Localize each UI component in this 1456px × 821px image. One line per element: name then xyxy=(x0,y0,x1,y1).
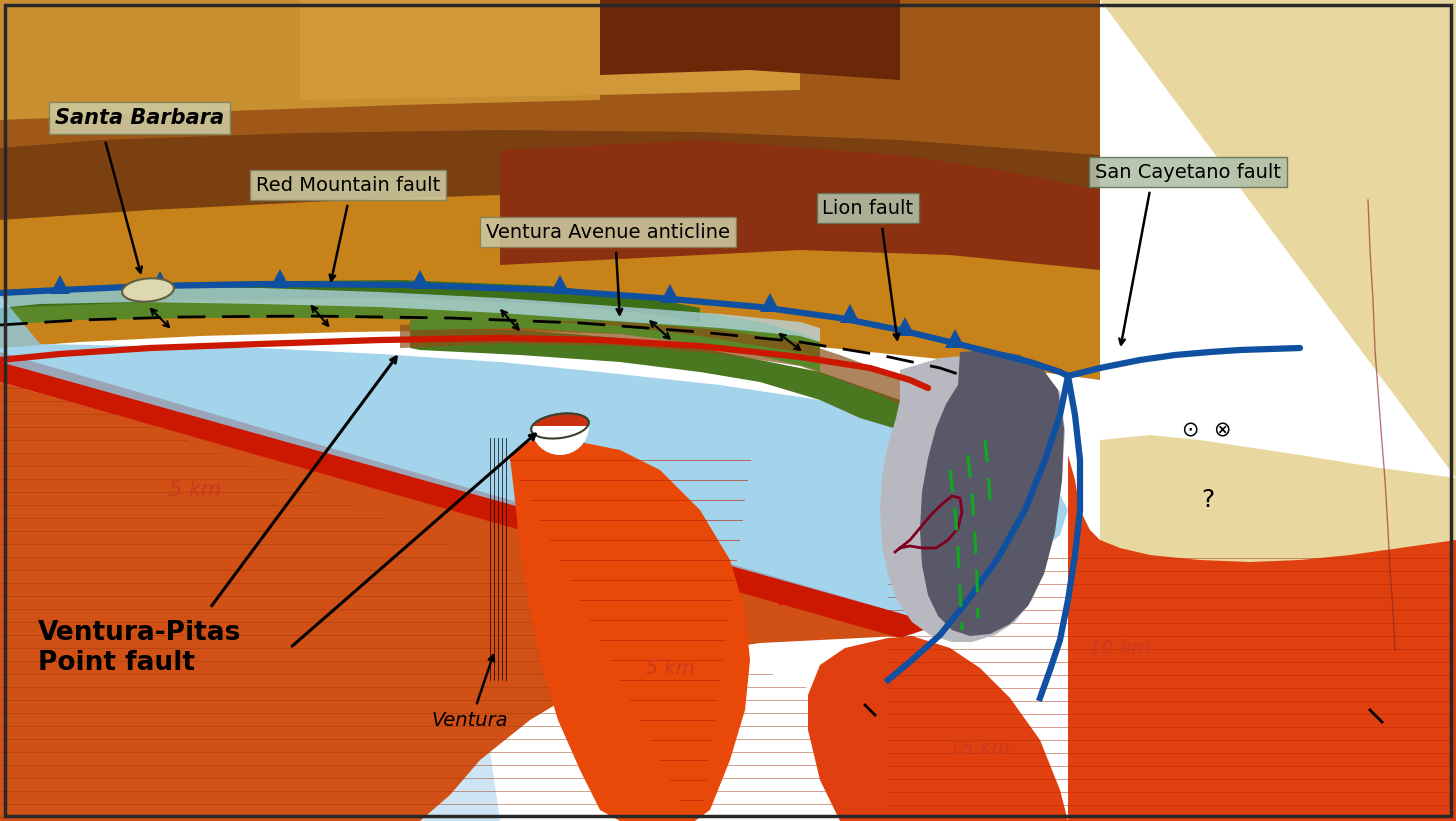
Polygon shape xyxy=(895,317,914,336)
Polygon shape xyxy=(0,295,1069,616)
Polygon shape xyxy=(920,350,1064,636)
Polygon shape xyxy=(840,304,860,323)
Polygon shape xyxy=(600,0,900,80)
Polygon shape xyxy=(0,0,1099,380)
Polygon shape xyxy=(411,270,430,289)
Polygon shape xyxy=(0,365,900,821)
Polygon shape xyxy=(189,417,210,435)
Polygon shape xyxy=(660,556,680,574)
Text: San Cayetano fault: San Cayetano fault xyxy=(1095,163,1281,181)
Polygon shape xyxy=(760,293,780,312)
Polygon shape xyxy=(400,320,960,438)
Polygon shape xyxy=(1099,0,1456,821)
Polygon shape xyxy=(808,636,1069,821)
Polygon shape xyxy=(510,438,750,821)
Polygon shape xyxy=(550,275,569,294)
Polygon shape xyxy=(1069,438,1456,821)
Text: ?: ? xyxy=(1201,488,1214,512)
Text: ⊗: ⊗ xyxy=(1213,420,1230,440)
Ellipse shape xyxy=(122,278,173,301)
Text: ⊙: ⊙ xyxy=(1181,420,1198,440)
Text: Ventura: Ventura xyxy=(431,710,508,730)
Polygon shape xyxy=(0,0,1099,240)
Polygon shape xyxy=(0,0,1099,155)
Polygon shape xyxy=(550,524,569,542)
Text: Lion fault: Lion fault xyxy=(823,199,913,218)
Polygon shape xyxy=(0,280,700,322)
Polygon shape xyxy=(0,352,930,638)
Polygon shape xyxy=(770,589,791,607)
Text: 5 km: 5 km xyxy=(169,480,221,500)
Ellipse shape xyxy=(531,414,588,438)
Text: Red Mountain fault: Red Mountain fault xyxy=(256,176,440,195)
Text: 15 km: 15 km xyxy=(949,739,1010,758)
Text: Ventura Avenue anticline: Ventura Avenue anticline xyxy=(486,222,729,241)
Polygon shape xyxy=(0,365,499,821)
Polygon shape xyxy=(269,269,290,288)
Polygon shape xyxy=(150,271,170,290)
Polygon shape xyxy=(70,382,90,400)
Text: Ventura-Pitas
Point fault: Ventura-Pitas Point fault xyxy=(38,620,242,676)
Polygon shape xyxy=(0,287,820,342)
Polygon shape xyxy=(0,450,130,821)
Polygon shape xyxy=(50,275,70,294)
Polygon shape xyxy=(945,329,965,348)
Text: Santa Barbara: Santa Barbara xyxy=(55,108,224,128)
Wedge shape xyxy=(531,426,590,455)
Polygon shape xyxy=(0,0,600,120)
Polygon shape xyxy=(430,488,450,506)
Polygon shape xyxy=(0,290,820,360)
Polygon shape xyxy=(300,0,799,100)
Polygon shape xyxy=(499,140,1099,270)
Polygon shape xyxy=(310,452,331,470)
Polygon shape xyxy=(879,355,1064,642)
Text: 5 km: 5 km xyxy=(645,658,695,677)
Polygon shape xyxy=(411,320,820,372)
Polygon shape xyxy=(411,328,949,438)
Text: 10 km: 10 km xyxy=(1089,639,1150,658)
Polygon shape xyxy=(660,284,680,303)
